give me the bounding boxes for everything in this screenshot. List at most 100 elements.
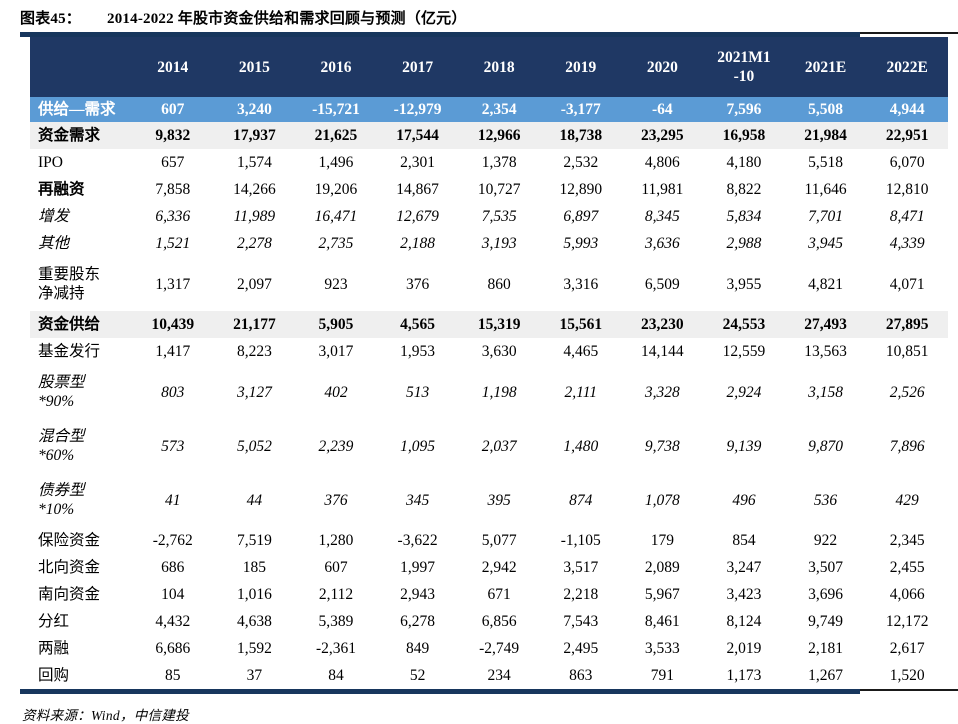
value-cell: 2,301 bbox=[400, 154, 436, 171]
value-cell: 8,223 bbox=[236, 343, 272, 360]
value-cell: 17,544 bbox=[396, 127, 439, 144]
value-cell: 12,172 bbox=[885, 613, 929, 630]
value-cell: 22,951 bbox=[885, 127, 929, 144]
value-cell: -64 bbox=[652, 101, 673, 118]
footer-rule bbox=[20, 689, 958, 694]
year-column-header: 2015 bbox=[213, 37, 296, 97]
value-cell: 4,944 bbox=[889, 101, 925, 118]
table-row: 两融 6,686 1,592 -2,361 849 -2,749 2,495 3,533 2,0… bbox=[30, 635, 948, 662]
value-cell: 7,519 bbox=[236, 532, 272, 549]
page-title: 2014-2022 年股市资金供给和需求回顾与预测（亿元） bbox=[107, 11, 467, 27]
value-cell: 11,646 bbox=[804, 181, 847, 198]
year-column-header: 2014 bbox=[132, 37, 214, 97]
value-cell: 6,509 bbox=[644, 275, 680, 293]
value-cell: 23,295 bbox=[641, 127, 684, 144]
value-cell: 185 bbox=[242, 559, 267, 576]
value-cell: 860 bbox=[487, 275, 511, 293]
value-cell: -1,105 bbox=[560, 532, 601, 549]
value-cell: 14,867 bbox=[396, 181, 439, 198]
value-cell: 5,508 bbox=[808, 101, 843, 118]
value-cell: 429 bbox=[895, 491, 919, 509]
title-rule bbox=[20, 32, 958, 37]
value-cell: 1,520 bbox=[889, 667, 925, 684]
value-cell: 7,858 bbox=[155, 181, 191, 198]
header-corner-cell bbox=[30, 37, 132, 97]
year-column-header: 2018 bbox=[458, 37, 540, 97]
value-cell: 3,636 bbox=[644, 235, 680, 252]
value-cell: 9,139 bbox=[726, 437, 762, 455]
value-cell: -2,762 bbox=[152, 532, 193, 549]
value-cell: 4,638 bbox=[236, 613, 272, 630]
capital-supply-demand-table: 2014 2015 2016 2017 2018 2019 2020 2021M1 -10 202… bbox=[30, 37, 948, 689]
value-cell: 84 bbox=[328, 667, 344, 684]
value-cell: 2,455 bbox=[889, 559, 925, 576]
value-cell: 3,955 bbox=[726, 275, 762, 293]
value-cell: 10,727 bbox=[477, 181, 521, 198]
value-cell: 15,561 bbox=[559, 316, 603, 333]
value-cell: 923 bbox=[324, 275, 348, 293]
value-cell: 1,480 bbox=[563, 437, 599, 455]
value-cell: 3,533 bbox=[644, 640, 680, 657]
value-cell: 1,095 bbox=[400, 437, 436, 455]
value-cell: 4,180 bbox=[726, 154, 762, 171]
value-cell: 9,870 bbox=[808, 437, 843, 455]
value-cell: 2,188 bbox=[400, 235, 436, 252]
value-cell: 2,526 bbox=[889, 383, 925, 401]
year-column-header: 2020 bbox=[621, 37, 704, 97]
value-cell: 5,905 bbox=[318, 316, 354, 333]
value-cell: 1,997 bbox=[400, 559, 436, 576]
value-cell: 37 bbox=[246, 667, 263, 684]
value-cell: 12,810 bbox=[885, 181, 929, 198]
value-cell: 2,345 bbox=[889, 532, 925, 549]
table-row: 债券型 *10% 41 44 376 345 395 874 1,078 496 536 429 bbox=[30, 473, 948, 527]
value-cell: 3,630 bbox=[481, 343, 517, 360]
row-label: 基金发行 bbox=[38, 343, 101, 360]
title-rule-thick bbox=[20, 32, 860, 37]
value-cell: 863 bbox=[569, 667, 593, 684]
value-cell: 8,124 bbox=[726, 613, 762, 630]
value-cell: 3,193 bbox=[481, 235, 517, 252]
value-cell: 6,278 bbox=[400, 613, 436, 630]
table-row: 再融资 7,858 14,266 19,206 14,867 10,727 12,890 11… bbox=[30, 176, 948, 203]
source-note: 资料来源：Wind，中信建投 bbox=[22, 708, 189, 723]
value-cell: 5,077 bbox=[481, 532, 517, 549]
row-label: 分红 bbox=[38, 613, 70, 630]
value-cell: 1,496 bbox=[318, 154, 354, 171]
value-cell: 10,851 bbox=[885, 343, 929, 360]
value-cell: 3,423 bbox=[726, 586, 762, 603]
value-cell: 3,127 bbox=[236, 383, 272, 401]
value-cell: 2,495 bbox=[563, 640, 599, 657]
value-cell: 44 bbox=[246, 491, 263, 509]
year-column-header: 2019 bbox=[539, 37, 622, 97]
value-cell: 573 bbox=[161, 437, 185, 455]
value-cell: 21,625 bbox=[314, 127, 358, 144]
figure-title-row: 图表45： 2014-2022 年股市资金供给和需求回顾与预测（亿元） bbox=[0, 0, 958, 32]
value-cell: 7,701 bbox=[808, 208, 843, 225]
value-cell: 3,240 bbox=[236, 101, 272, 118]
value-cell: 21,177 bbox=[233, 316, 276, 333]
value-cell: 395 bbox=[487, 491, 511, 509]
value-cell: 854 bbox=[732, 532, 756, 549]
table-row: 保险资金 -2,762 7,519 1,280 -3,622 5,077 -1,105 179… bbox=[30, 527, 948, 554]
value-cell: 6,336 bbox=[155, 208, 191, 225]
year-column-header: 2017 bbox=[376, 37, 459, 97]
value-cell: 11,981 bbox=[641, 181, 684, 198]
table-row: 资金供给 10,439 21,177 5,905 4,565 15,319 15,561 23… bbox=[30, 311, 948, 338]
value-cell: 1,280 bbox=[318, 532, 354, 549]
table-row: IPO 657 1,574 1,496 2,301 1,378 2,532 4,806 4,18… bbox=[30, 149, 948, 176]
value-cell: -12,979 bbox=[393, 101, 442, 118]
value-cell: 14,144 bbox=[641, 343, 684, 360]
value-cell: 607 bbox=[324, 559, 348, 576]
year-column-header: 2021M1 -10 bbox=[703, 37, 785, 97]
row-label: 资金需求 bbox=[38, 127, 101, 144]
row-label: 股票型 *90% bbox=[38, 374, 85, 410]
value-cell: 2,218 bbox=[563, 586, 599, 603]
table-row: 分红 4,432 4,638 5,389 6,278 6,856 7,543 8,461 8,1… bbox=[30, 608, 948, 635]
value-cell: 6,856 bbox=[481, 613, 517, 630]
row-label: 保险资金 bbox=[38, 532, 101, 549]
value-cell: 791 bbox=[650, 667, 674, 684]
value-cell: 2,111 bbox=[564, 383, 598, 401]
table-row: 供给—需求 607 3,240 -15,721 -12,979 2,354 -3,177 -6… bbox=[30, 97, 948, 122]
footer-rule-thick bbox=[20, 689, 860, 694]
year-column-header: 2021E bbox=[784, 37, 867, 97]
